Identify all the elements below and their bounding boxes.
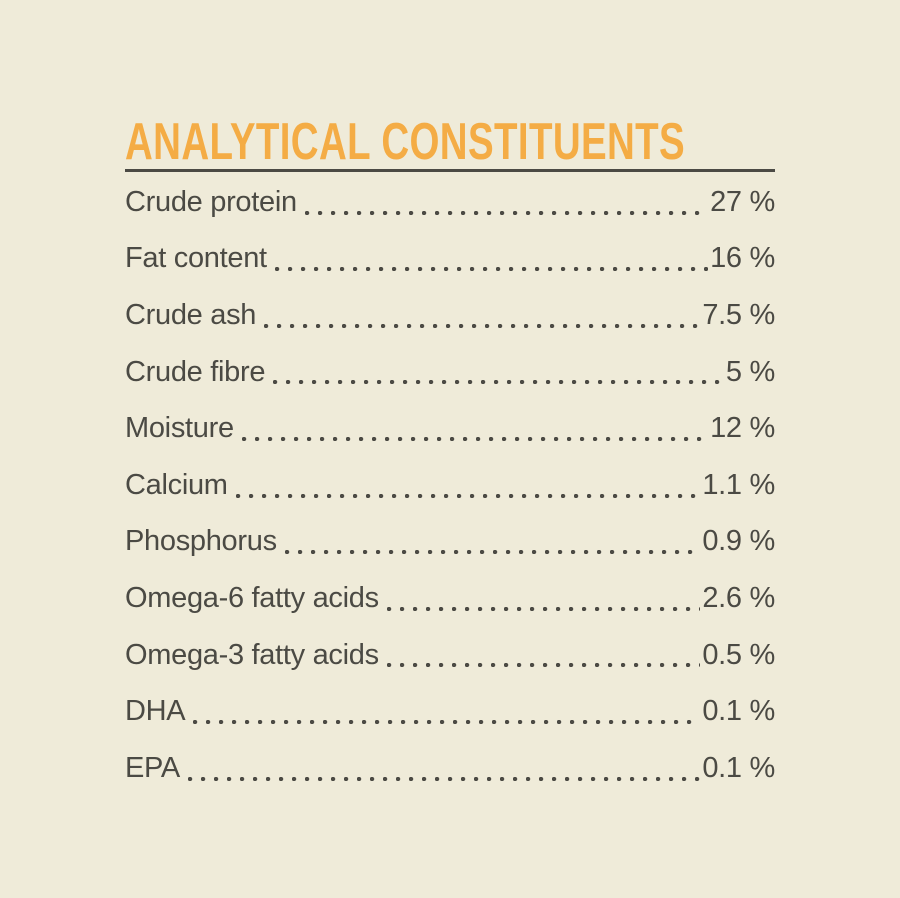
table-row: Fat content 16 % — [125, 231, 775, 288]
constituent-name: Crude protein — [125, 185, 297, 218]
dot-leader — [304, 174, 709, 231]
constituent-value: 16 % — [710, 242, 775, 275]
constituent-value: 2.6 % — [702, 581, 775, 614]
dot-leader — [264, 287, 701, 344]
constituent-value: 0.1 % — [702, 695, 775, 728]
dot-leader — [273, 344, 724, 401]
table-row: Crude protein 27 % — [125, 174, 775, 231]
table-row: Calcium 1.1 % — [125, 457, 775, 514]
table-row: Crude fibre 5 % — [125, 344, 775, 401]
dot-leader — [193, 683, 701, 740]
constituent-name: DHA — [125, 695, 186, 728]
dot-leader — [386, 627, 701, 684]
constituent-value: 7.5 % — [702, 298, 775, 331]
constituent-name: Fat content — [125, 242, 267, 275]
constituent-value: 0.5 % — [702, 638, 775, 671]
table-row: Crude ash 7.5 % — [125, 287, 775, 344]
table-row: EPA 0.1 % — [125, 740, 775, 797]
dot-leader — [241, 400, 709, 457]
table-row: DHA 0.1 % — [125, 683, 775, 740]
table-row: Omega-3 fatty acids 0.5 % — [125, 627, 775, 684]
constituent-name: Crude fibre — [125, 355, 266, 388]
table-row: Phosphorus 0.9 % — [125, 514, 775, 571]
constituent-name: Phosphorus — [125, 525, 277, 558]
dot-leader — [187, 740, 701, 797]
constituent-value: 0.9 % — [702, 525, 775, 558]
constituent-name: Calcium — [125, 468, 228, 501]
dot-leader — [284, 514, 701, 571]
constituent-name: EPA — [125, 751, 180, 784]
dot-leader — [386, 570, 701, 627]
constituent-name: Moisture — [125, 412, 234, 445]
constituent-value: 5 % — [725, 355, 775, 388]
divider-rule — [125, 169, 775, 172]
constituent-name: Crude ash — [125, 298, 257, 331]
dot-leader — [274, 231, 709, 288]
constituents-table: Crude protein 27 % Fat content 16 % Crud… — [125, 174, 775, 797]
constituent-value: 12 % — [710, 412, 775, 445]
constituent-value: 1.1 % — [702, 468, 775, 501]
constituent-value: 27 % — [710, 185, 775, 218]
table-row: Omega-6 fatty acids 2.6 % — [125, 570, 775, 627]
section-title: ANALYTICAL CONSTITUENTS — [125, 113, 686, 171]
dot-leader — [235, 457, 701, 514]
constituent-value: 0.1 % — [702, 751, 775, 784]
constituent-name: Omega-3 fatty acids — [125, 638, 379, 671]
table-row: Moisture 12 % — [125, 400, 775, 457]
constituent-name: Omega-6 fatty acids — [125, 581, 379, 614]
